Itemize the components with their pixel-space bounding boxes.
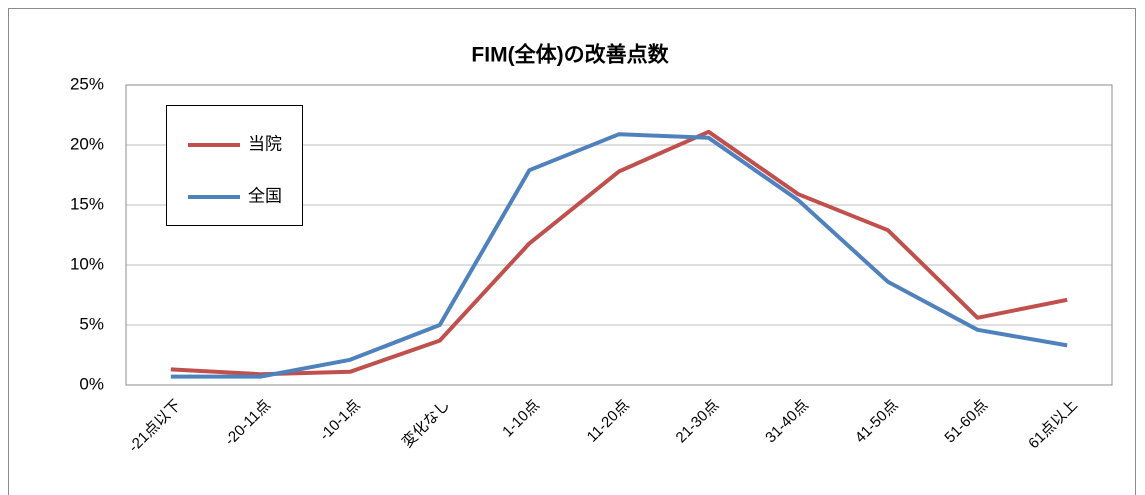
chart-border bbox=[8, 8, 1136, 495]
y-tick-label: 0% bbox=[79, 374, 104, 393]
y-tick-label: 5% bbox=[79, 314, 104, 333]
series-line bbox=[170, 129, 1068, 377]
legend-label: 全国 bbox=[248, 186, 282, 205]
plot-area-border bbox=[125, 84, 1113, 386]
y-tick-label: 20% bbox=[70, 134, 104, 153]
legend-box bbox=[166, 105, 303, 226]
y-tick-label: 15% bbox=[70, 194, 104, 213]
y-tick-label: 10% bbox=[70, 254, 104, 273]
chart-title: FIM(全体)の改善点数 bbox=[471, 43, 669, 67]
legend-label: 当院 bbox=[248, 134, 282, 153]
series-line bbox=[170, 132, 1068, 379]
y-tick-label: 25% bbox=[70, 74, 104, 93]
